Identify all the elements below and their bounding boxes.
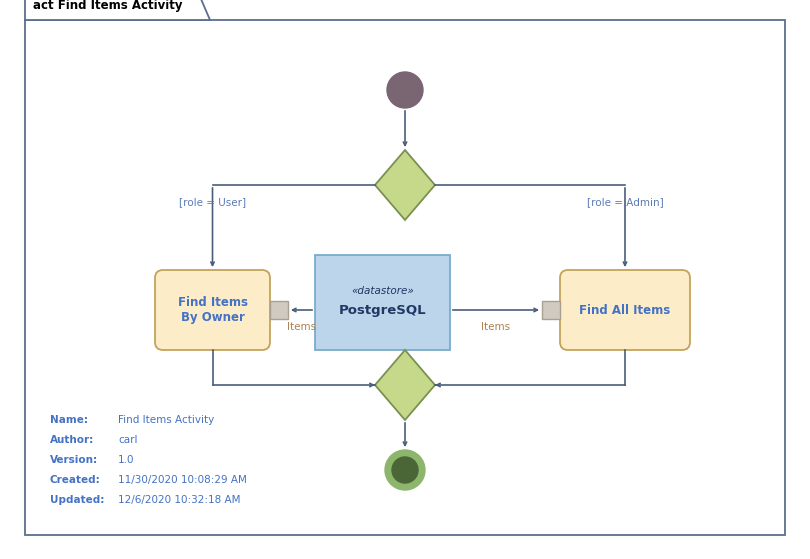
Text: Items: Items bbox=[481, 322, 510, 332]
FancyBboxPatch shape bbox=[560, 270, 690, 350]
Bar bbox=[315, 255, 450, 350]
Text: Updated:: Updated: bbox=[50, 495, 104, 505]
Bar bbox=[270, 301, 288, 319]
Text: Find Items Activity: Find Items Activity bbox=[118, 415, 215, 425]
Text: Items: Items bbox=[287, 322, 316, 332]
Text: 12/6/2020 10:32:18 AM: 12/6/2020 10:32:18 AM bbox=[118, 495, 241, 505]
Text: carl: carl bbox=[118, 435, 138, 445]
Text: 11/30/2020 10:08:29 AM: 11/30/2020 10:08:29 AM bbox=[118, 475, 247, 485]
Polygon shape bbox=[375, 350, 435, 420]
Circle shape bbox=[392, 457, 418, 483]
Text: Name:: Name: bbox=[50, 415, 88, 425]
Text: [role = User]: [role = User] bbox=[179, 197, 246, 207]
Text: act Find Items Activity: act Find Items Activity bbox=[33, 0, 182, 12]
Circle shape bbox=[387, 72, 423, 108]
Text: Version:: Version: bbox=[50, 455, 98, 465]
Text: 1.0: 1.0 bbox=[118, 455, 134, 465]
Text: PostgreSQL: PostgreSQL bbox=[339, 304, 426, 317]
Text: Find Items
By Owner: Find Items By Owner bbox=[177, 296, 248, 324]
Text: Find All Items: Find All Items bbox=[579, 304, 671, 316]
Polygon shape bbox=[375, 150, 435, 220]
Text: «datastore»: «datastore» bbox=[351, 286, 414, 296]
Polygon shape bbox=[25, 0, 210, 20]
Text: Author:: Author: bbox=[50, 435, 94, 445]
Text: Created:: Created: bbox=[50, 475, 100, 485]
Text: [role = Admin]: [role = Admin] bbox=[586, 197, 663, 207]
Circle shape bbox=[385, 450, 425, 490]
Bar bbox=[542, 301, 560, 319]
FancyBboxPatch shape bbox=[155, 270, 270, 350]
